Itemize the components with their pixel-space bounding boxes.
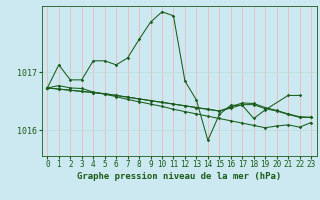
X-axis label: Graphe pression niveau de la mer (hPa): Graphe pression niveau de la mer (hPa) — [77, 172, 281, 181]
